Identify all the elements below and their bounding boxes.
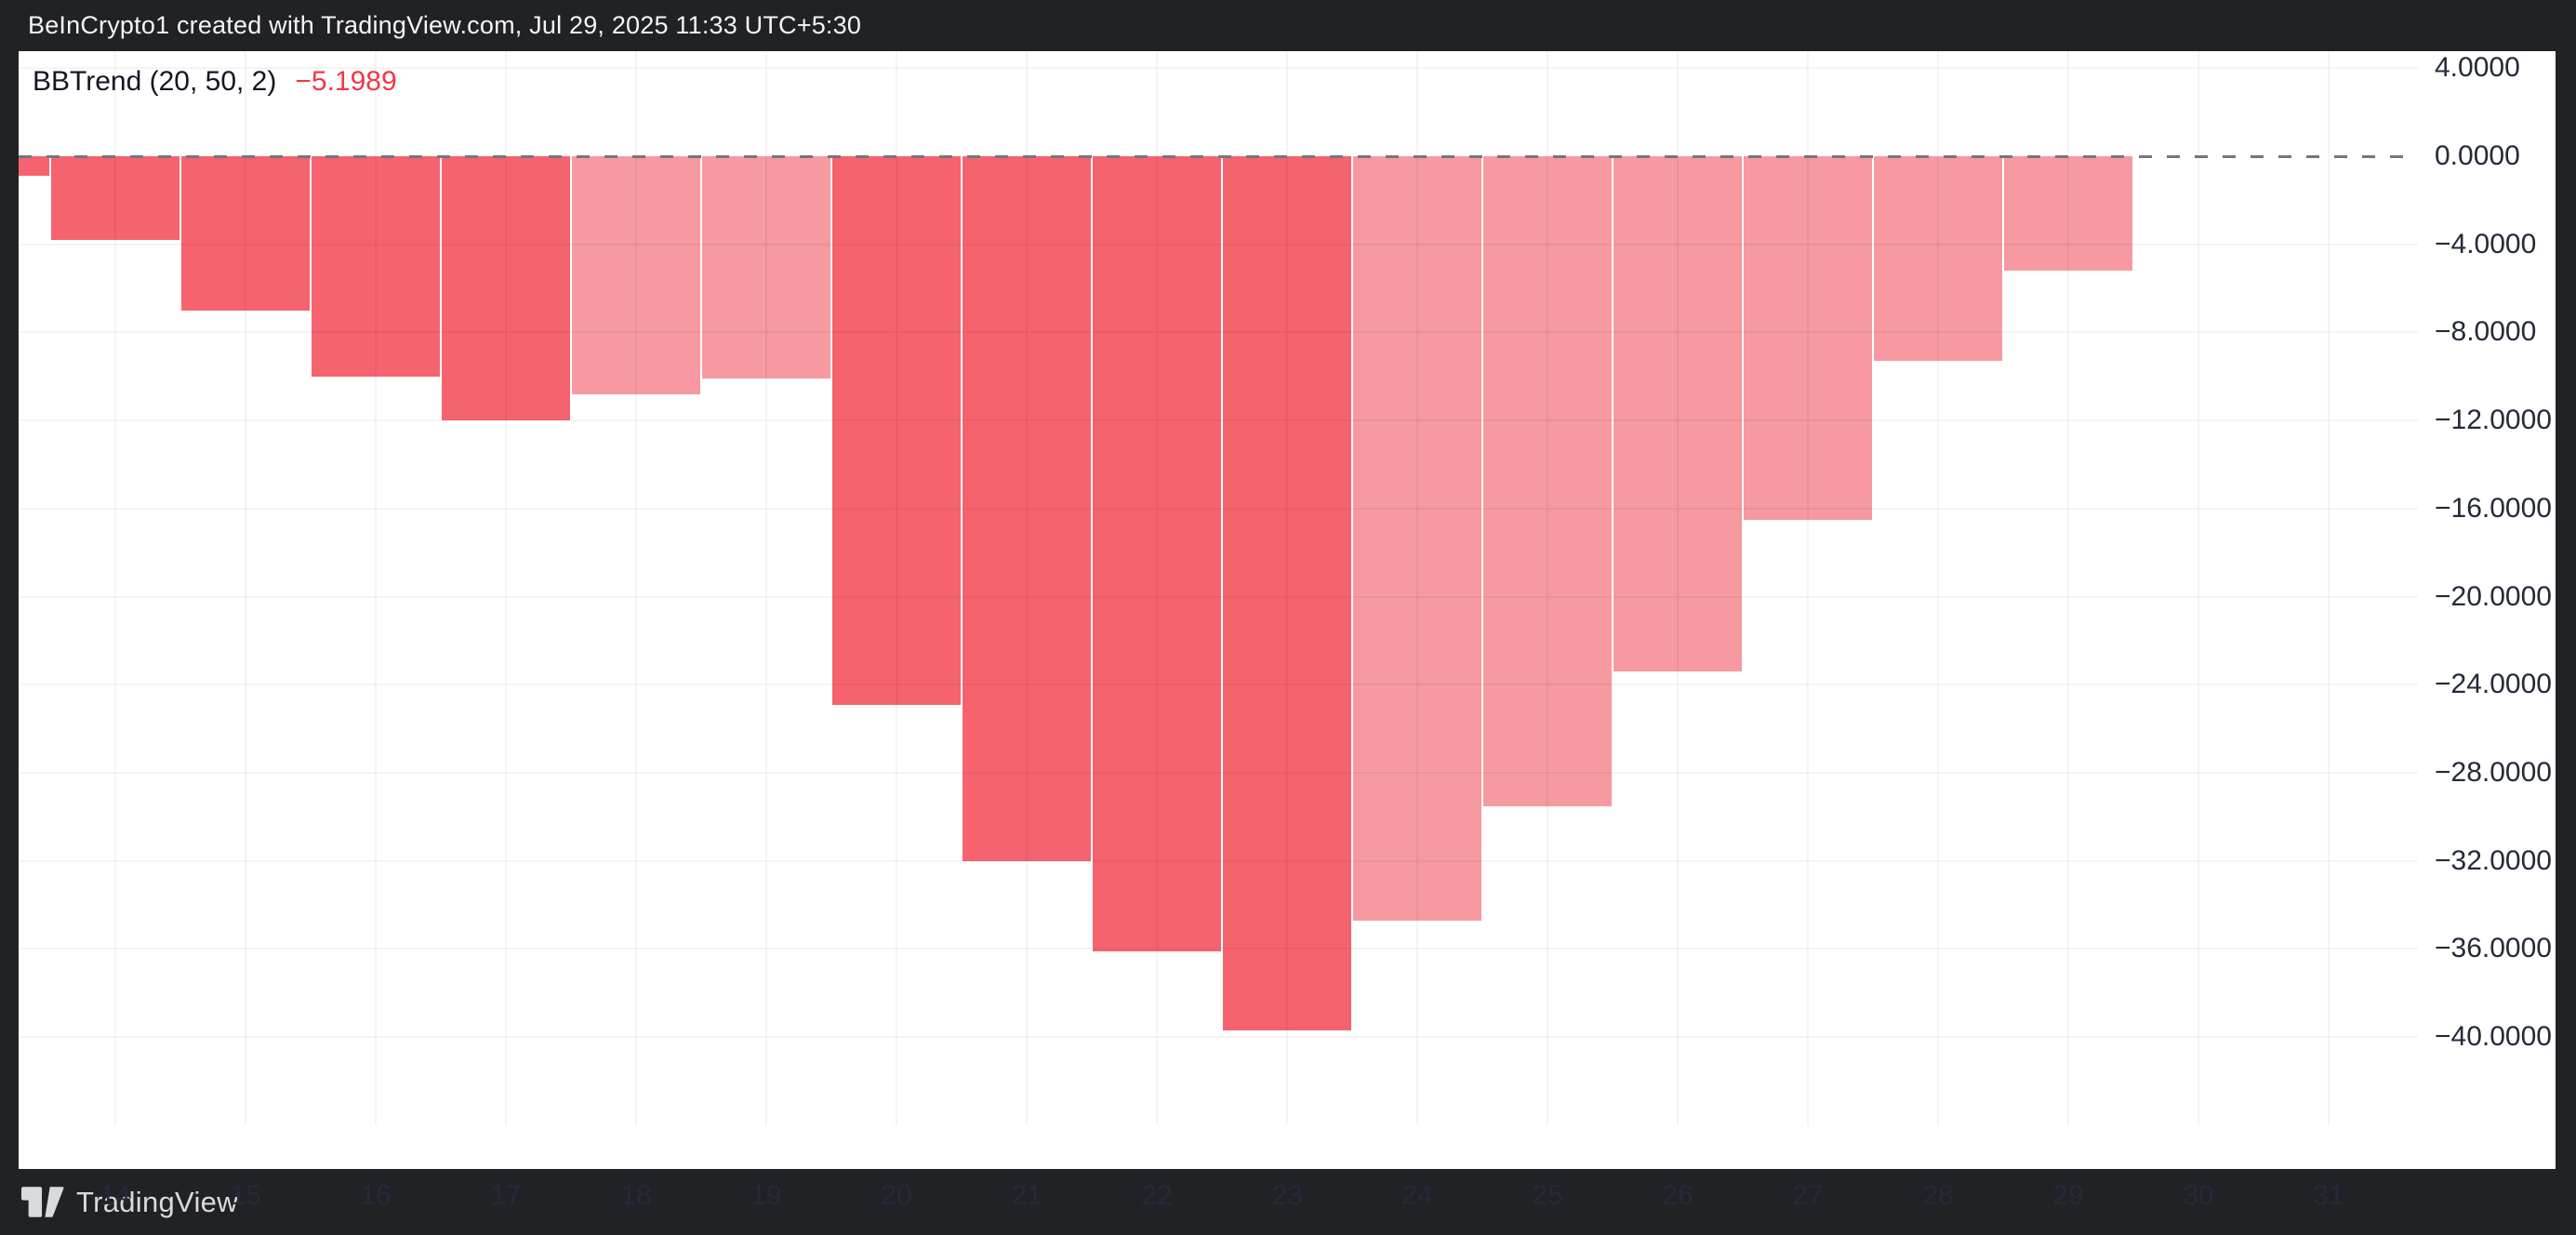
h-gridline: [19, 244, 2418, 246]
v-gridline: [765, 51, 767, 1125]
h-gridline: [19, 684, 2418, 685]
h-gridline: [19, 860, 2418, 862]
v-gridline: [1937, 51, 1939, 1125]
price-axis-label: −40.0000: [2435, 1021, 2552, 1052]
h-gridline: [19, 596, 2418, 598]
time-axis-label: 24: [1401, 1180, 1433, 1211]
price-axis-label: −28.0000: [2435, 757, 2552, 788]
time-axis-label: 23: [1271, 1180, 1303, 1211]
bbtrend-bar-23: [1223, 156, 1351, 1030]
v-gridline: [505, 51, 507, 1125]
time-axis-label: 31: [2313, 1180, 2344, 1211]
bbtrend-bar-17: [442, 156, 570, 420]
time-axis-label: 17: [490, 1180, 522, 1211]
v-gridline: [1416, 51, 1418, 1125]
time-axis-label: 22: [1141, 1180, 1173, 1211]
v-gridline: [1547, 51, 1548, 1125]
bbtrend-bar-29: [2004, 156, 2132, 271]
price-axis-label: −8.0000: [2435, 316, 2537, 347]
bbtrend-bar-14: [51, 156, 179, 240]
snapshot-header-bar: BeInCrypto1 created with TradingView.com…: [0, 0, 2576, 51]
time-axis-label: 16: [360, 1180, 392, 1211]
tradingview-brand[interactable]: TradingView: [21, 1169, 238, 1235]
time-axis-label: 29: [2052, 1180, 2084, 1211]
bbtrend-bar-20: [832, 156, 961, 705]
chart-pane[interactable]: BBTrend (20, 50, 2) −5.1989 4.0000 0.0000…: [19, 51, 2556, 1211]
time-axis-label: 20: [881, 1180, 912, 1211]
indicator-last-value: −5.1989: [295, 66, 397, 97]
bbtrend-bar-21: [963, 156, 1091, 861]
v-gridline: [245, 51, 246, 1125]
h-gridline: [19, 67, 2418, 69]
v-gridline: [1156, 51, 1158, 1125]
h-gridline: [19, 772, 2418, 774]
price-axis-label: −12.0000: [2435, 405, 2552, 435]
v-gridline: [1807, 51, 1809, 1125]
bbtrend-bar-13: [19, 156, 49, 176]
price-axis-label: −4.0000: [2435, 229, 2537, 259]
time-axis-label: 28: [1922, 1180, 1954, 1211]
bbtrend-bar-18: [572, 156, 700, 394]
h-gridline: [19, 508, 2418, 510]
price-axis-label: −20.0000: [2435, 581, 2552, 612]
tradingview-brand-label: TradingView: [76, 1185, 238, 1218]
bbtrend-bar-22: [1093, 156, 1221, 951]
v-gridline: [2198, 51, 2199, 1125]
time-axis-label: 19: [750, 1180, 782, 1211]
tradingview-logo-icon: [21, 1187, 64, 1217]
price-axis-label: −16.0000: [2435, 493, 2552, 524]
v-gridline: [114, 51, 116, 1125]
zero-baseline: [19, 155, 2418, 158]
bbtrend-bar-25: [1483, 156, 1612, 806]
h-gridline: [19, 331, 2418, 333]
bbtrend-bar-27: [1744, 156, 1872, 520]
indicator-name: BBTrend (20, 50, 2): [33, 66, 277, 97]
time-axis-label: 25: [1532, 1180, 1563, 1211]
bbtrend-bar-26: [1613, 156, 1742, 671]
bbtrend-bar-15: [181, 156, 310, 311]
price-axis-label: 4.0000: [2435, 52, 2520, 83]
time-axis-label: 27: [1792, 1180, 1824, 1211]
v-gridline: [2067, 51, 2069, 1125]
snapshot-attribution-text: BeInCrypto1 created with TradingView.com…: [28, 11, 862, 39]
bbtrend-bar-19: [702, 156, 830, 378]
time-axis-label: 30: [2183, 1180, 2214, 1211]
time-axis-label: 15: [230, 1180, 261, 1211]
time-axis-label: 14: [100, 1180, 131, 1211]
v-gridline: [1026, 51, 1028, 1125]
price-axis-label: −24.0000: [2435, 669, 2552, 699]
v-gridline: [375, 51, 377, 1125]
v-gridline: [896, 51, 897, 1125]
bbtrend-bar-28: [1874, 156, 2002, 361]
time-axis-label: 26: [1662, 1180, 1693, 1211]
time-axis-label: 18: [620, 1180, 652, 1211]
price-axis-label: −32.0000: [2435, 845, 2552, 876]
h-gridline: [19, 419, 2418, 421]
h-gridline: [19, 1036, 2418, 1038]
v-gridline: [635, 51, 637, 1125]
v-gridline: [1677, 51, 1679, 1125]
bbtrend-bar-24: [1353, 156, 1481, 921]
price-axis-label: −36.0000: [2435, 933, 2552, 963]
time-axis-label: 21: [1011, 1180, 1042, 1211]
bbtrend-bar-16: [312, 156, 440, 377]
v-gridline: [1286, 51, 1288, 1125]
v-gridline: [2328, 51, 2330, 1125]
snapshot-footer-bar: TradingView: [0, 1169, 2576, 1235]
price-axis-label: 0.0000: [2435, 140, 2520, 171]
h-gridline: [19, 948, 2418, 949]
indicator-legend[interactable]: BBTrend (20, 50, 2) −5.1989: [33, 66, 397, 98]
